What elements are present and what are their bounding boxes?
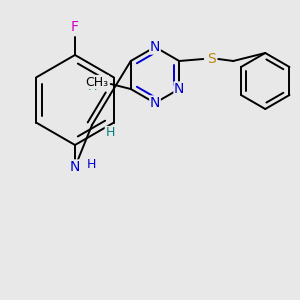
- Text: H: H: [86, 158, 96, 172]
- Text: N: N: [70, 160, 80, 174]
- Text: S: S: [207, 52, 216, 66]
- Text: F: F: [71, 20, 79, 34]
- Text: N: N: [150, 96, 160, 110]
- Text: H: H: [105, 127, 115, 140]
- Text: CH₃: CH₃: [85, 76, 108, 88]
- Text: H: H: [87, 80, 97, 94]
- Text: N: N: [174, 82, 184, 96]
- Text: N: N: [150, 40, 160, 54]
